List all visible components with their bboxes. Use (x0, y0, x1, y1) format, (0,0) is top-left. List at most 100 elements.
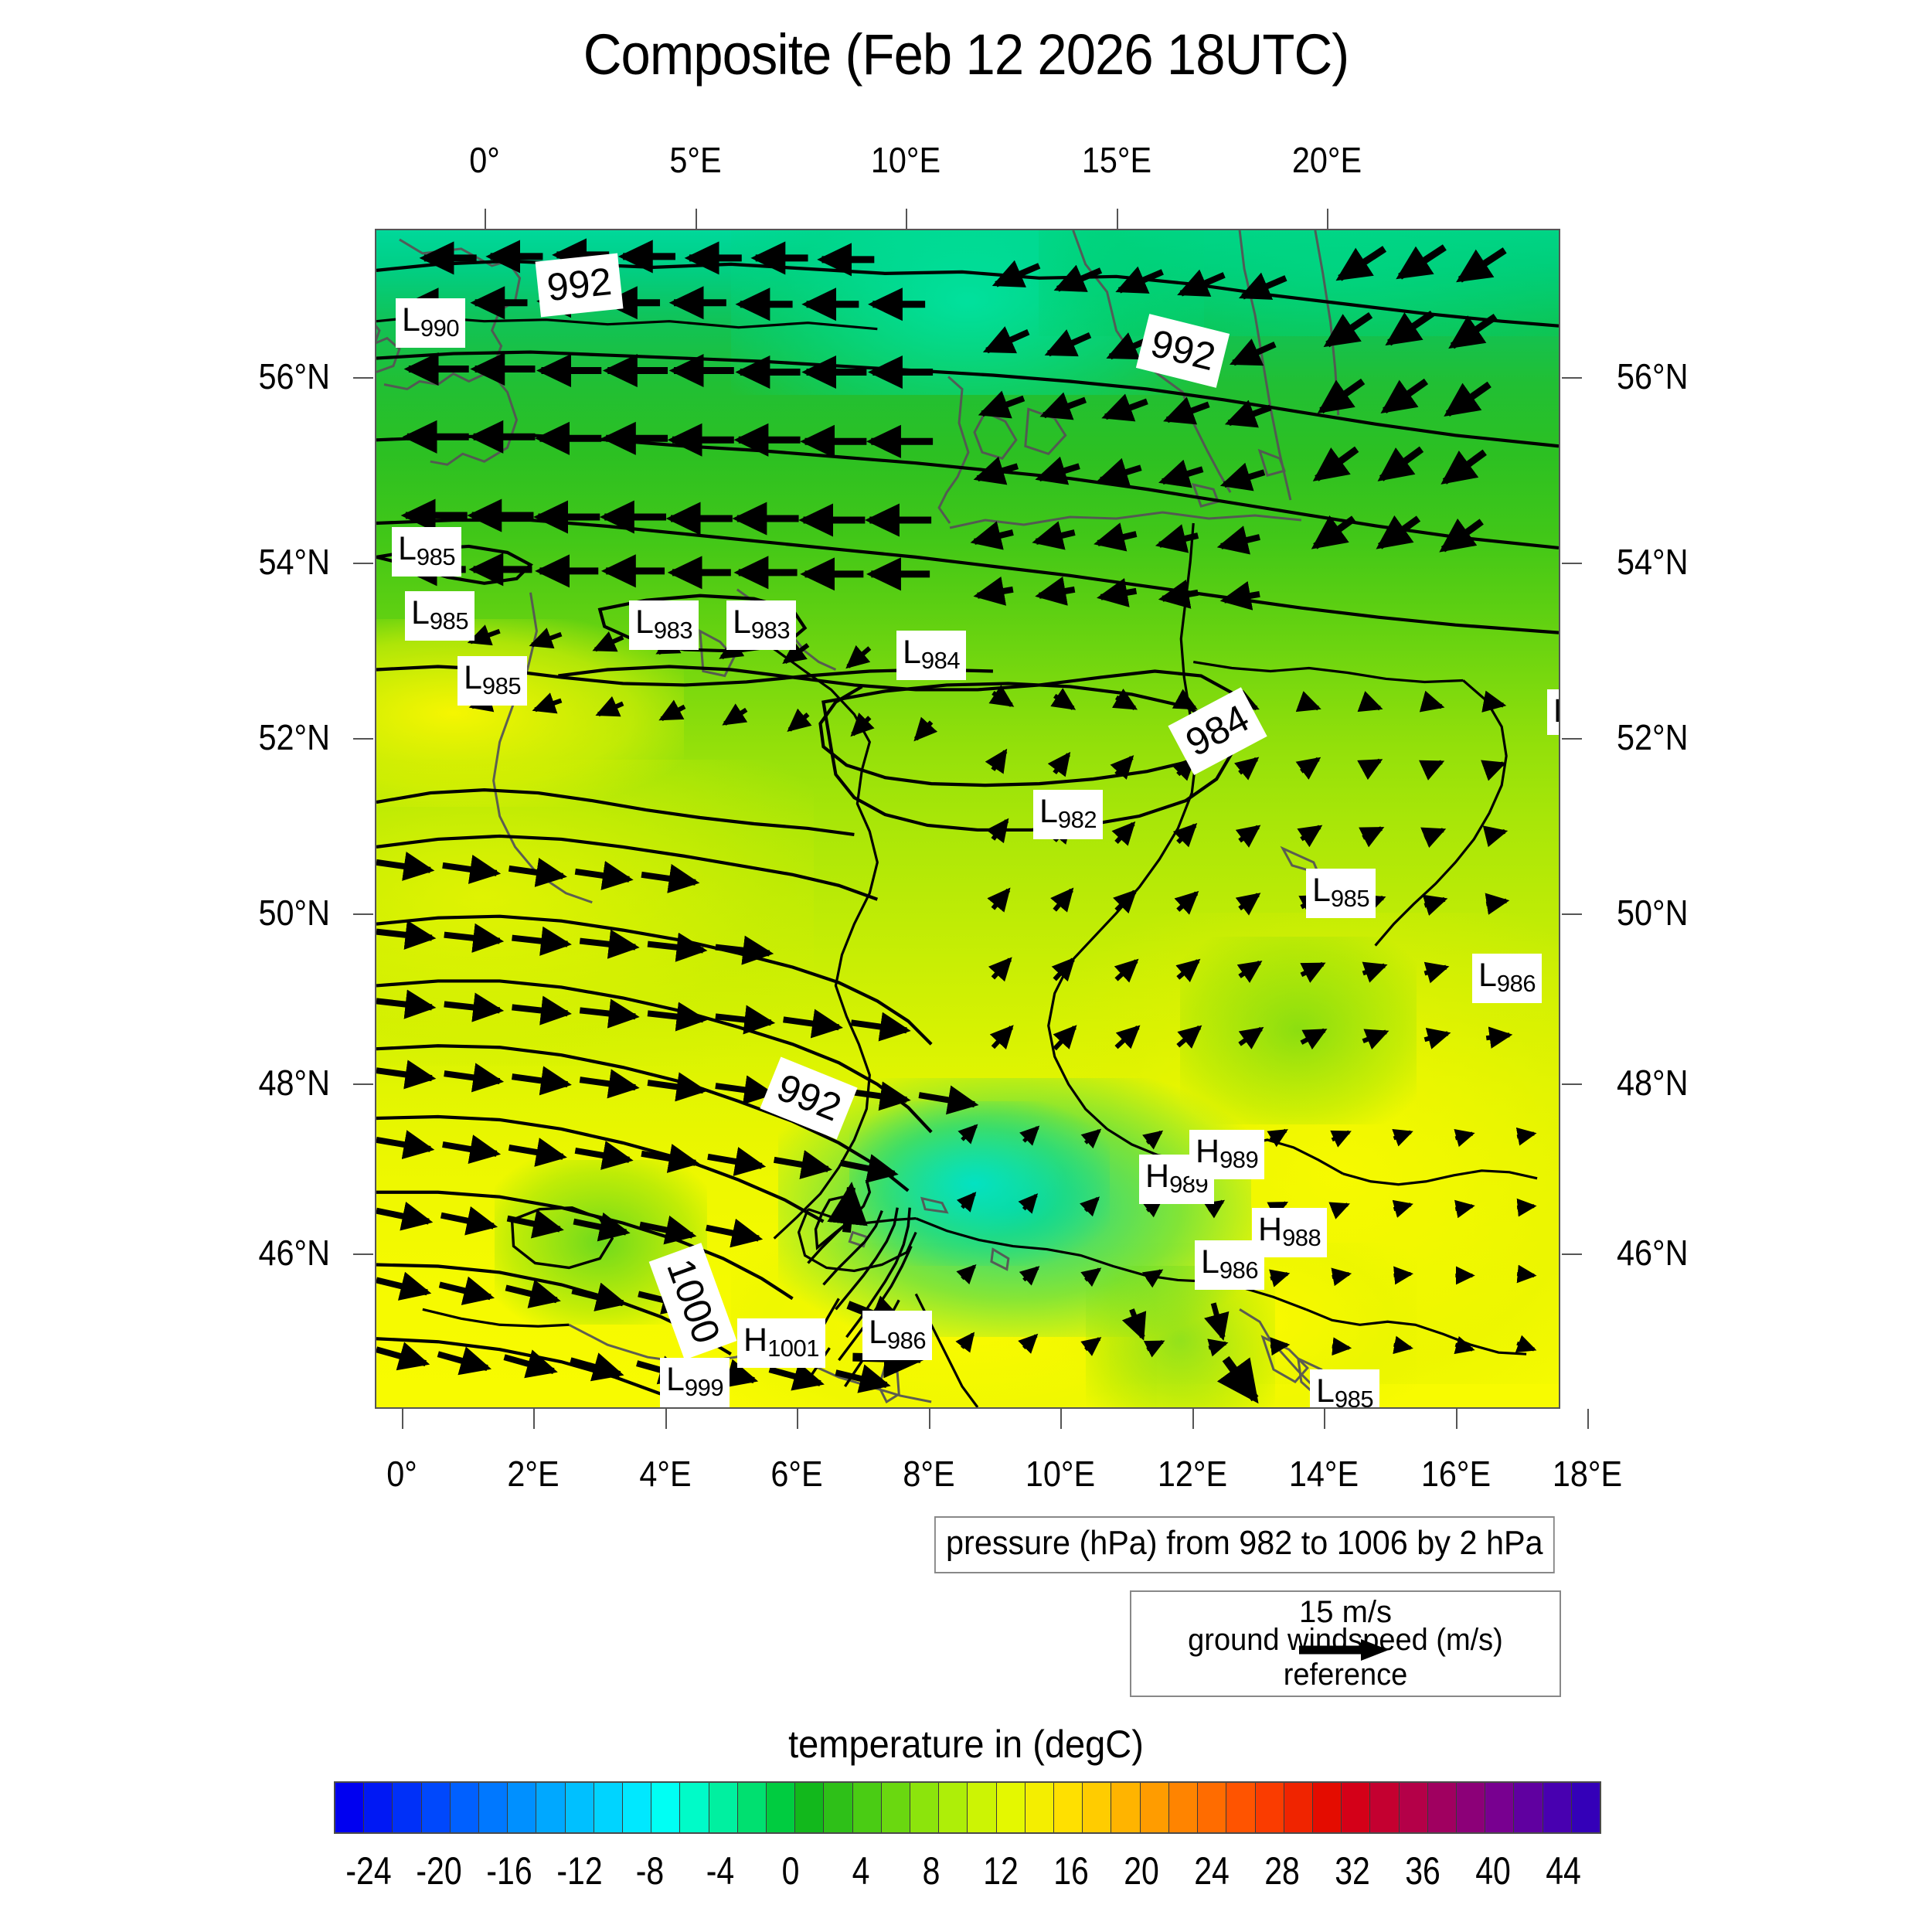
lon-tick-label-bottom: 0° (386, 1454, 417, 1494)
lon-tick-label-bottom: 16°E (1420, 1454, 1492, 1494)
colorbar-cell (939, 1783, 968, 1832)
lon-tick-label-bottom: 2°E (507, 1454, 560, 1494)
colorbar-tick-label: 0 (781, 1849, 800, 1893)
colorbar-cell (1168, 1783, 1199, 1832)
colorbar-cell (767, 1783, 796, 1832)
low-pressure-marker: L982 (1033, 790, 1104, 839)
lon-tick-bottom (402, 1409, 403, 1429)
low-pressure-marker: L985 (457, 656, 528, 706)
lon-tick-top (485, 209, 486, 229)
colorbar-cell (910, 1783, 940, 1832)
low-pressure-marker: L986 (1472, 954, 1543, 1003)
wind-reference-value: 15 m/s (1298, 1595, 1393, 1629)
lat-tick-label-right: 54°N (1617, 542, 1689, 582)
lon-tick-label-top: 20°E (1291, 140, 1362, 180)
lat-tick-left (353, 913, 373, 915)
colorbar-tick-label: 24 (1194, 1849, 1230, 1893)
colorbar-cell (1198, 1783, 1227, 1832)
colorbar-tick-label: -8 (635, 1849, 665, 1893)
lat-tick-label-left: 48°N (258, 1063, 330, 1103)
lon-tick-label-bottom: 8°E (903, 1454, 955, 1494)
lat-tick-label-left: 54°N (258, 542, 330, 582)
temperature-colorbar[interactable] (334, 1781, 1601, 1834)
lon-tick-bottom (1456, 1409, 1458, 1429)
colorbar-tick-labels: -24 -20 -16 -12 -8 -4 0 4 8 12 16 20 24 28 32 36 40 44 (334, 1849, 1598, 1895)
colorbar-tick-label: -12 (556, 1849, 603, 1893)
low-pressure-marker: L985 (1306, 869, 1376, 918)
page-title: Composite (Feb 12 2026 18UTC) (583, 22, 1349, 87)
weather-map[interactable]: L990 L985 L985 L985 L983 L983 L984 L982 L985 L986… (375, 229, 1560, 1409)
lon-tick-bottom (1192, 1409, 1194, 1429)
low-pressure-marker: L999 (660, 1358, 730, 1407)
lon-tick-label-bottom: 6°E (770, 1454, 823, 1494)
lat-tick-label-right: 52°N (1617, 717, 1689, 757)
cool-patch-scandinavia (1038, 230, 1559, 337)
lat-tick-left (353, 738, 373, 740)
colorbar-cell (1054, 1783, 1083, 1832)
colorbar-tick-label: 44 (1545, 1849, 1581, 1893)
lon-tick-label-bottom: 14°E (1288, 1454, 1359, 1494)
lon-tick-bottom (797, 1409, 798, 1429)
lon-tick-bottom (665, 1409, 667, 1429)
lat-tick-label-left: 52°N (258, 717, 330, 757)
lat-tick-right (1562, 1083, 1582, 1085)
low-pressure-marker: L985 (1310, 1369, 1380, 1407)
colorbar-cell (335, 1783, 365, 1832)
contour-value-label: 992 (535, 253, 624, 318)
colorbar-cell (824, 1783, 853, 1832)
colorbar-tick-label: 4 (852, 1849, 870, 1893)
colorbar-tick-label: 40 (1475, 1849, 1511, 1893)
low-pressure-marker: L984 (896, 631, 967, 680)
colorbar-cell (795, 1783, 825, 1832)
cool-patch-carpathians (1180, 936, 1417, 1125)
colorbar-tick-label: 8 (922, 1849, 940, 1893)
lat-tick-label-left: 50°N (258, 893, 330, 933)
low-pressure-marker: L986 (1195, 1240, 1265, 1290)
colorbar-cell (1226, 1783, 1256, 1832)
colorbar-cell (1514, 1783, 1543, 1832)
colorbar-cell (623, 1783, 652, 1832)
lon-tick-bottom (1587, 1409, 1589, 1429)
lon-tick-top (1117, 209, 1118, 229)
colorbar-cell (968, 1783, 997, 1832)
low-pressure-marker: L986 (862, 1311, 933, 1360)
wind-reference-box: 15 m/s ground windspeed (m/s) reference (1130, 1590, 1561, 1697)
colorbar-cell (393, 1783, 422, 1832)
colorbar-tick-label: -24 (345, 1849, 393, 1893)
low-pressure-marker: L985 (392, 527, 462, 577)
lon-tick-label-bottom: 4°E (639, 1454, 692, 1494)
lon-tick-top (1327, 209, 1328, 229)
lat-tick-left (353, 377, 373, 379)
colorbar-cell (737, 1783, 767, 1832)
colorbar-cell (479, 1783, 509, 1832)
lat-tick-left (353, 1253, 373, 1255)
lon-tick-bottom (1060, 1409, 1062, 1429)
colorbar-cell (450, 1783, 480, 1832)
colorbar-tick-label: 16 (1053, 1849, 1090, 1893)
lat-tick-right (1562, 377, 1582, 379)
colorbar-cell (996, 1783, 1026, 1832)
lon-tick-top (696, 209, 697, 229)
lat-tick-right (1562, 913, 1582, 915)
lat-tick-right (1562, 563, 1582, 564)
colorbar-tick-label: 20 (1124, 1849, 1160, 1893)
lon-tick-label-top: 5°E (669, 140, 722, 180)
colorbar-cell (680, 1783, 709, 1832)
colorbar-cell (1485, 1783, 1515, 1832)
colorbar-cell (709, 1783, 738, 1832)
pressure-legend: pressure (hPa) from 982 to 1006 by 2 hPa (934, 1516, 1555, 1573)
colorbar-cell (1427, 1783, 1457, 1832)
lon-tick-bottom (1324, 1409, 1325, 1429)
low-pressure-marker: L983 (629, 600, 699, 650)
colorbar-cell (1543, 1783, 1572, 1832)
colorbar-title: temperature in (degC) (788, 1723, 1144, 1766)
lon-tick-label-top: 10°E (870, 140, 941, 180)
colorbar-cell (651, 1783, 681, 1832)
colorbar-cell (364, 1783, 393, 1832)
low-pressure-marker: L990 (396, 298, 466, 348)
lat-tick-left (353, 563, 373, 564)
cool-patch-alps-core (849, 1101, 1110, 1267)
wind-reference-arrow-icon (1299, 1637, 1392, 1667)
colorbar-cell (1083, 1783, 1112, 1832)
colorbar-tick-label: 32 (1335, 1849, 1370, 1893)
